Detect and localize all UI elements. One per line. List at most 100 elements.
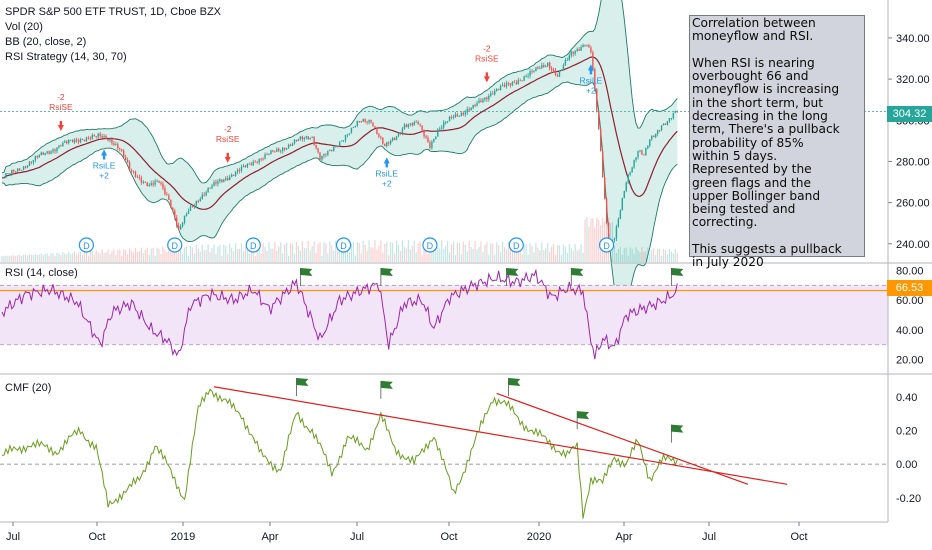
volume-bar xyxy=(68,251,70,262)
cmf-trendline[interactable] xyxy=(496,392,749,485)
candle-body xyxy=(232,174,235,176)
dividend-label: D xyxy=(513,241,520,251)
volume-bar xyxy=(166,252,168,262)
candle-body xyxy=(179,226,182,230)
rsi-pane[interactable] xyxy=(0,268,888,360)
volume-bar xyxy=(170,251,172,262)
grid-lines xyxy=(888,37,892,245)
volume-bar xyxy=(566,252,568,262)
annotation-note[interactable]: Correlation between moneyflow and RSI. W… xyxy=(689,15,865,269)
signal-label: RsiSE xyxy=(49,102,73,112)
candle-body xyxy=(325,153,327,155)
dividend-marker[interactable] xyxy=(167,237,183,253)
cmf-flag[interactable] xyxy=(380,380,393,389)
volume-bar xyxy=(156,247,158,262)
candle-body xyxy=(605,198,608,223)
volume-bar xyxy=(44,253,46,262)
candle-body xyxy=(162,183,164,189)
rsi-flag[interactable] xyxy=(571,268,584,276)
candle-body xyxy=(653,135,655,138)
volume-bar xyxy=(498,245,500,262)
volume-bar xyxy=(205,249,207,262)
volume-bar xyxy=(560,255,563,262)
dividend-marker[interactable] xyxy=(245,237,261,253)
dividend-marker[interactable] xyxy=(422,237,438,253)
rsi-flag[interactable] xyxy=(506,268,519,276)
volume-bar xyxy=(26,255,29,262)
cmf-flag[interactable] xyxy=(296,378,309,386)
candle-body xyxy=(183,215,186,223)
candle-body xyxy=(7,173,9,174)
candle-body xyxy=(191,206,194,208)
dividend-marker[interactable] xyxy=(78,237,95,253)
price-pane[interactable]: RsiSE-2RsiLE+2RsiSE-2RsiLE+2RsiSE-2RsiLE… xyxy=(0,0,888,313)
indicator-vol: Vol (20) xyxy=(5,21,43,33)
candle-body xyxy=(395,136,398,141)
candle-body xyxy=(470,108,472,111)
rsi-flag[interactable] xyxy=(380,268,393,276)
volume-bar xyxy=(419,241,421,262)
volume-bar xyxy=(531,245,533,262)
volume-bar xyxy=(509,249,512,262)
volume-bar xyxy=(191,247,194,262)
volume-bar xyxy=(551,246,553,262)
volume-bar xyxy=(368,240,370,262)
candle-body xyxy=(503,85,506,87)
candle-body xyxy=(93,135,95,137)
cmf-flag[interactable] xyxy=(508,378,521,386)
volume-bar xyxy=(425,242,427,262)
candle-body xyxy=(83,139,86,142)
candle-body xyxy=(464,112,466,115)
candle-body xyxy=(572,51,574,54)
candle-body xyxy=(560,69,563,71)
volume-bar xyxy=(370,247,372,262)
candle-body xyxy=(495,89,498,91)
candle-body xyxy=(327,150,329,155)
volume-bar xyxy=(352,241,354,262)
candle-body xyxy=(128,162,131,170)
volume-bar xyxy=(484,244,486,262)
volume-bar xyxy=(337,247,339,262)
candle-body xyxy=(177,225,180,230)
candle-body xyxy=(558,70,561,77)
candle-body xyxy=(427,137,429,143)
candle-body xyxy=(621,198,624,211)
volume-bar xyxy=(319,242,321,262)
candle-body xyxy=(401,128,404,134)
candle-body xyxy=(384,143,386,147)
rsi-flag[interactable] xyxy=(300,268,313,276)
volume-bar xyxy=(40,253,42,262)
candle-body xyxy=(176,217,178,226)
candle-body xyxy=(399,132,402,134)
volume-bar xyxy=(458,243,460,262)
candle-body xyxy=(54,149,56,152)
candle-body xyxy=(380,136,382,138)
candle-body xyxy=(472,104,474,109)
candle-body xyxy=(490,93,492,96)
candle-body xyxy=(486,97,488,100)
price-legend: SPDR S&P 500 ETF TRUST, 1D, Cboe BZX Vol… xyxy=(5,5,221,65)
candle-body xyxy=(639,150,641,152)
volume-bar xyxy=(113,249,115,262)
candle-body xyxy=(227,178,229,181)
rsi-flag[interactable] xyxy=(671,268,684,276)
dividend-marker[interactable] xyxy=(508,237,524,253)
cmf-flag[interactable] xyxy=(671,424,684,433)
candle-body xyxy=(301,136,304,140)
volume-bar xyxy=(207,244,209,262)
cmf-trendline[interactable] xyxy=(213,386,788,485)
candle-body xyxy=(393,138,396,141)
cmf-pane[interactable] xyxy=(0,378,888,519)
cmf-flag[interactable] xyxy=(577,411,590,420)
candle-body xyxy=(209,187,211,189)
dividend-marker[interactable] xyxy=(335,237,352,253)
candle-body xyxy=(441,127,443,129)
dividend-marker[interactable] xyxy=(599,237,615,253)
volume-bar xyxy=(30,254,33,262)
volume-bar xyxy=(54,255,56,262)
volume-bar xyxy=(234,243,237,262)
candle-body xyxy=(154,181,156,185)
indicator-bb: BB (20, close, 2) xyxy=(5,36,87,48)
volume-bar xyxy=(395,240,398,262)
